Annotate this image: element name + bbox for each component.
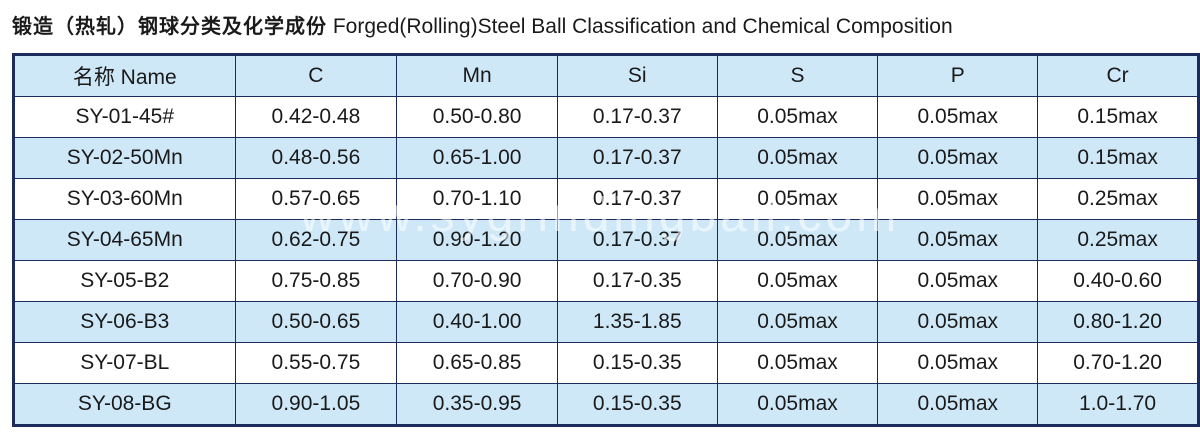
column-header: 名称 Name — [13, 54, 236, 97]
table-cell: 0.65-0.85 — [396, 342, 558, 384]
table-cell: 0.05max — [716, 383, 879, 426]
table-row: SY-06-B3 0.50-0.65 0.40-1.00 1.35-1.85 0.05m… — [13, 301, 1199, 343]
table-cell: 0.05max — [877, 260, 1039, 302]
table-cell: 0.05max — [716, 342, 879, 384]
table-cell: 0.62-0.75 — [234, 219, 398, 261]
table-cell: 0.05max — [716, 178, 879, 220]
table-cell: 0.15-0.35 — [556, 342, 718, 384]
title-en: Forged(Rolling)Steel Ball Classification… — [332, 15, 953, 38]
table-cell: 0.90-1.05 — [234, 383, 398, 426]
table-cell: 0.25max — [1037, 219, 1199, 261]
table-row: SY-07-BL 0.55-0.75 0.65-0.85 0.15-0.35 0.05m… — [13, 342, 1199, 384]
table-cell: 0.70-1.20 — [1037, 342, 1199, 384]
table-cell: 0.50-0.80 — [396, 96, 558, 138]
table-cell: SY-03-60Mn — [13, 178, 236, 220]
table-cell: 0.75-0.85 — [234, 260, 398, 302]
header-row: 名称 Name C Mn Si S P Cr — [13, 54, 1199, 97]
table-cell: 0.80-1.20 — [1037, 301, 1199, 343]
table-row: SY-04-65Mn 0.62-0.75 0.90-1.20 0.17-0.37 0.0… — [13, 219, 1199, 261]
table-cell: 0.05max — [877, 301, 1039, 343]
column-header: S — [716, 54, 879, 97]
table-cell: 0.05max — [877, 96, 1039, 138]
table-cell: 0.05max — [716, 137, 879, 179]
table-cell: 0.17-0.37 — [556, 137, 718, 179]
title: 锻造（热轧）钢球分类及化学成份 Forged(Rolling)Steel Bal… — [12, 10, 953, 39]
table-cell: SY-07-BL — [13, 342, 236, 384]
table-cell: 0.50-0.65 — [234, 301, 398, 343]
table-cell: 0.65-1.00 — [396, 137, 558, 179]
table-cell: 0.70-0.90 — [396, 260, 558, 302]
table-cell: 0.17-0.35 — [556, 260, 718, 302]
table-row: SY-01-45# 0.42-0.48 0.50-0.80 0.17-0.37 0.05… — [13, 96, 1199, 138]
table-cell: 0.05max — [877, 178, 1039, 220]
table-cell: 0.15-0.35 — [556, 383, 718, 426]
table-cell: 0.05max — [716, 301, 879, 343]
table-cell: SY-01-45# — [13, 96, 236, 138]
table-cell: 0.05max — [877, 219, 1039, 261]
column-header: C — [234, 54, 398, 97]
table-cell: 0.05max — [877, 342, 1039, 384]
table-cell: 0.05max — [716, 96, 879, 138]
table-cell: SY-06-B3 — [13, 301, 236, 343]
table-cell: 1.0-1.70 — [1037, 383, 1199, 426]
table-cell: 0.48-0.56 — [234, 137, 398, 179]
table-cell: SY-02-50Mn — [13, 137, 236, 179]
table-cell: 0.55-0.75 — [234, 342, 398, 384]
table-cell: SY-04-65Mn — [13, 219, 236, 261]
table-cell: 0.05max — [877, 137, 1039, 179]
table-cell: 0.35-0.95 — [396, 383, 558, 426]
table-cell: 0.40-0.60 — [1037, 260, 1199, 302]
table-row: SY-05-B2 0.75-0.85 0.70-0.90 0.17-0.35 0.05m… — [13, 260, 1199, 302]
table-cell: 0.40-1.00 — [396, 301, 558, 343]
table-cell: SY-08-BG — [13, 383, 236, 426]
table-cell: 0.90-1.20 — [396, 219, 558, 261]
table-cell: 0.17-0.37 — [556, 178, 718, 220]
composition-table: 名称 Name C Mn Si S P Cr SY-01-45# 0.42-0.48 0.50-0… — [12, 53, 1200, 427]
watermark: www.sygrindingball.com — [300, 189, 901, 242]
column-header: Cr — [1037, 54, 1199, 97]
title-cn: 锻造（热轧）钢球分类及化学成份 — [12, 16, 327, 38]
table-row: SY-08-BG 0.90-1.05 0.35-0.95 0.15-0.35 0.05m… — [13, 383, 1199, 426]
table-cell: 0.17-0.37 — [556, 96, 718, 138]
column-header: P — [877, 54, 1039, 97]
table-cell: 0.42-0.48 — [234, 96, 398, 138]
table-cell: 0.15max — [1037, 96, 1199, 138]
table-row: SY-02-50Mn 0.48-0.56 0.65-1.00 0.17-0.37 0.0… — [13, 137, 1199, 179]
table-cell: 0.05max — [877, 383, 1039, 426]
table-cell: SY-05-B2 — [13, 260, 236, 302]
column-header: Mn — [396, 54, 558, 97]
table-cell: 0.15max — [1037, 137, 1199, 179]
table-cell: 0.57-0.65 — [234, 178, 398, 220]
table-cell: 0.25max — [1037, 178, 1199, 220]
table-cell: 1.35-1.85 — [556, 301, 718, 343]
table-cell: 0.05max — [716, 260, 879, 302]
column-header: Si — [556, 54, 718, 97]
table-row: SY-03-60Mn 0.57-0.65 0.70-1.10 0.17-0.37 0.0… — [13, 178, 1199, 220]
